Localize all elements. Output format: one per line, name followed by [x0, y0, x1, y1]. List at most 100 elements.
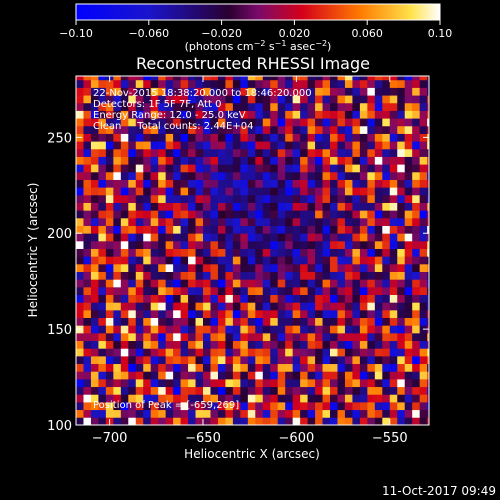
heatmap-pixel	[277, 279, 286, 288]
heatmap-pixel	[330, 309, 338, 319]
heatmap-pixel	[173, 286, 181, 296]
heatmap-pixel	[128, 271, 137, 280]
heatmap-pixel	[359, 302, 368, 311]
heatmap-pixel	[195, 164, 204, 173]
heatmap-pixel	[322, 286, 331, 296]
heatmap-pixel	[158, 141, 167, 150]
heatmap-pixel	[247, 302, 256, 311]
heatmap-pixel	[143, 87, 152, 96]
heatmap-pixel	[165, 409, 174, 418]
heatmap-pixel	[427, 110, 429, 119]
heatmap-pixel	[389, 256, 398, 265]
heatmap-pixel	[83, 317, 92, 326]
heatmap-pixel	[83, 194, 92, 203]
heatmap-pixel	[315, 79, 323, 88]
heatmap-pixel	[120, 125, 129, 134]
heatmap-pixel	[277, 263, 286, 272]
heatmap-pixel	[352, 194, 361, 203]
heatmap-pixel	[337, 118, 346, 127]
heatmap-pixel	[262, 141, 271, 150]
heatmap-pixel	[285, 171, 294, 180]
heatmap-pixel	[315, 363, 323, 372]
heatmap-pixel	[427, 141, 429, 150]
heatmap-pixel	[270, 302, 279, 311]
heatmap-pixel	[307, 340, 316, 349]
heatmap-pixel	[76, 309, 84, 319]
heatmap-pixel	[337, 279, 346, 288]
heatmap-pixel	[247, 148, 256, 157]
heatmap-pixel	[337, 348, 346, 357]
heatmap-pixel	[165, 325, 174, 334]
heatmap-pixel	[359, 233, 368, 242]
heatmap-pixel	[83, 363, 92, 372]
heatmap-pixel	[240, 256, 249, 265]
heatmap-pixel	[404, 79, 413, 88]
heatmap-pixel	[404, 256, 413, 265]
heatmap-pixel	[262, 156, 271, 165]
heatmap-pixel	[315, 240, 323, 249]
heatmap-pixel	[359, 102, 368, 111]
heatmap-pixel	[83, 417, 92, 425]
heatmap-pixel	[277, 309, 286, 319]
heatmap-pixel	[344, 256, 353, 265]
heatmap-pixel	[262, 87, 271, 96]
heatmap-pixel	[240, 187, 249, 196]
heatmap-pixel	[374, 394, 383, 403]
heatmap-pixel	[180, 256, 189, 265]
heatmap-pixel	[367, 340, 376, 349]
heatmap-pixel	[90, 87, 99, 96]
heatmap-pixel	[173, 187, 181, 196]
heatmap-pixel	[374, 171, 383, 180]
heatmap-pixel	[128, 179, 137, 188]
heatmap-pixel	[397, 340, 406, 349]
heatmap-pixel	[203, 355, 211, 365]
heatmap-pixel	[285, 271, 294, 280]
heatmap-pixel	[389, 378, 398, 388]
heatmap-pixel	[203, 271, 211, 280]
heatmap-pixel	[135, 141, 144, 150]
heatmap-pixel	[404, 187, 413, 196]
heatmap-pixel	[232, 348, 241, 357]
heatmap-pixel	[217, 371, 226, 380]
heatmap-pixel	[210, 179, 219, 188]
heatmap-pixel	[195, 141, 204, 150]
heatmap-pixel	[397, 371, 406, 380]
heatmap-pixel	[307, 348, 316, 357]
heatmap-pixel	[217, 417, 226, 425]
heatmap-pixel	[165, 79, 174, 88]
heatmap-pixel	[300, 102, 308, 111]
heatmap-pixel	[307, 325, 316, 334]
heatmap-pixel	[427, 79, 429, 88]
heatmap-pixel	[143, 133, 152, 142]
heatmap-pixel	[232, 325, 241, 334]
heatmap-pixel	[98, 417, 107, 425]
heatmap-pixel	[359, 217, 368, 226]
heatmap-pixel	[337, 148, 346, 157]
heatmap-pixel	[277, 325, 286, 334]
heatmap-pixel	[247, 248, 256, 257]
heatmap-pixel	[374, 125, 383, 134]
heatmap-pixel	[315, 133, 323, 142]
heatmap-pixel	[427, 371, 429, 380]
heatmap-pixel	[352, 148, 361, 157]
heatmap-pixel	[232, 194, 241, 203]
heatmap-pixel	[135, 363, 144, 372]
heatmap-pixel	[195, 317, 204, 326]
heatmap-pixel	[143, 233, 152, 242]
heatmap-pixel	[404, 248, 413, 257]
heatmap-pixel	[225, 164, 234, 173]
heatmap-pixel	[203, 240, 211, 249]
heatmap-pixel	[173, 317, 181, 326]
heatmap-pixel	[232, 271, 241, 280]
colorbar-ticks	[75, 20, 441, 25]
heatmap-pixel	[292, 325, 301, 334]
heatmap-pixel	[374, 294, 383, 303]
heatmap-pixel	[210, 148, 219, 157]
heatmap-pixel	[389, 95, 398, 104]
heatmap-pixel	[217, 156, 226, 165]
heatmap-pixel	[330, 148, 338, 157]
heatmap-pixel	[427, 394, 429, 403]
heatmap-pixel	[83, 340, 92, 349]
heatmap-pixel	[292, 110, 301, 119]
heatmap-pixel	[419, 87, 428, 96]
